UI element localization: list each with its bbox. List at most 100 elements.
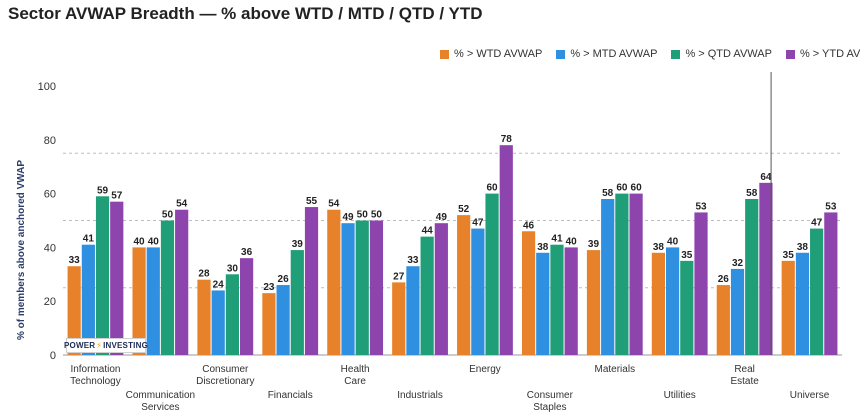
data-label: 38 <box>797 242 809 253</box>
bar <box>629 193 643 355</box>
y-axis: 0 20 40 60 80 100 <box>38 81 56 362</box>
y-tick-label: 60 <box>44 189 56 201</box>
data-label: 60 <box>616 183 628 194</box>
bar <box>197 279 211 355</box>
legend-item: % > MTD AVWAP <box>556 48 657 60</box>
bar <box>457 215 471 355</box>
bar <box>262 293 276 355</box>
bar <box>341 223 355 355</box>
x-tick-label: Utilities <box>664 390 696 401</box>
legend-item: % > WTD AVWAP <box>440 48 542 60</box>
bar <box>146 247 160 355</box>
data-label: 58 <box>746 188 758 199</box>
data-label: 57 <box>111 191 123 202</box>
logo-text-right: INVESTING <box>103 341 148 350</box>
legend-swatch <box>556 49 566 59</box>
bar <box>110 201 124 355</box>
data-label: 78 <box>501 134 513 145</box>
data-label: 35 <box>783 250 795 261</box>
x-tick-label: Information <box>70 364 120 375</box>
legend-swatch <box>671 49 681 59</box>
data-label: 49 <box>436 212 448 223</box>
bar <box>355 220 369 355</box>
x-tick-label: Financials <box>268 390 313 401</box>
data-label: 33 <box>69 255 81 266</box>
data-label: 53 <box>695 201 707 212</box>
y-tick-label: 20 <box>44 296 56 308</box>
data-label: 40 <box>134 236 146 247</box>
y-tick-label: 0 <box>50 350 56 362</box>
bar <box>327 209 341 355</box>
legend-label: % > YTD AVWAP <box>799 48 860 60</box>
data-label: 53 <box>825 201 837 212</box>
data-label: 58 <box>602 188 614 199</box>
bar <box>392 282 406 355</box>
data-label: 33 <box>407 255 419 266</box>
x-tick-label: Services <box>141 402 179 413</box>
bar <box>586 250 601 355</box>
y-axis-title: % of members above anchored VWAP <box>16 160 27 340</box>
data-label: 50 <box>162 210 174 221</box>
bar <box>759 182 773 355</box>
legend-item: % > YTD AVWAP <box>785 48 860 60</box>
bar <box>550 244 564 355</box>
data-label: 47 <box>472 218 484 229</box>
y-tick-label: 80 <box>44 135 56 147</box>
x-tick-label: Real <box>734 364 755 375</box>
bar <box>615 193 629 355</box>
y-tick-label: 40 <box>44 242 56 254</box>
bolt-icon: ⚡ <box>96 341 103 350</box>
bar <box>536 252 550 355</box>
bar <box>434 223 448 355</box>
bar <box>499 145 513 355</box>
data-label: 54 <box>328 199 340 210</box>
bar <box>239 258 254 355</box>
bar <box>810 228 824 355</box>
bar <box>601 198 615 355</box>
bar <box>666 247 680 355</box>
data-label: 40 <box>667 236 679 247</box>
x-tick-label: Materials <box>595 364 636 375</box>
bar <box>160 220 175 355</box>
data-label: 35 <box>681 250 693 261</box>
data-label: 59 <box>97 185 109 196</box>
x-tick-label: Care <box>344 376 366 387</box>
data-label: 44 <box>422 226 434 237</box>
x-tick-label: Consumer <box>527 390 574 401</box>
power-investing-logo: POWER ⚡ INVESTING <box>64 338 148 353</box>
data-label: 32 <box>732 258 744 269</box>
data-label: 60 <box>486 183 498 194</box>
bar <box>730 268 745 355</box>
data-label: 60 <box>631 183 643 194</box>
bar <box>824 212 838 355</box>
x-tick-label: Energy <box>469 364 501 375</box>
legend-label: % > WTD AVWAP <box>454 48 543 60</box>
x-tick-label: Discretionary <box>196 376 254 387</box>
data-label: 47 <box>811 218 823 229</box>
bar <box>694 212 708 355</box>
bar <box>290 250 304 355</box>
data-label: 49 <box>342 212 354 223</box>
data-label: 50 <box>357 210 369 221</box>
bar <box>521 231 536 355</box>
data-label: 55 <box>306 196 318 207</box>
x-tick-label: Communication <box>126 390 195 401</box>
bar <box>369 220 384 355</box>
bar <box>175 209 189 355</box>
x-tick-label: Health <box>341 364 370 375</box>
x-tick-label: Staples <box>533 402 566 413</box>
data-label: 40 <box>566 236 578 247</box>
bar <box>471 228 485 355</box>
data-label: 23 <box>263 282 275 293</box>
bar <box>420 236 434 355</box>
legend-label: % > QTD AVWAP <box>685 48 772 60</box>
data-label: 28 <box>198 269 210 280</box>
data-label: 52 <box>458 204 470 215</box>
bar <box>564 247 578 355</box>
bar <box>211 290 225 355</box>
legend-swatch <box>785 49 795 59</box>
chart-title: Sector AVWAP Breadth — % above WTD / MTD… <box>8 4 483 23</box>
data-label: 26 <box>278 274 290 285</box>
